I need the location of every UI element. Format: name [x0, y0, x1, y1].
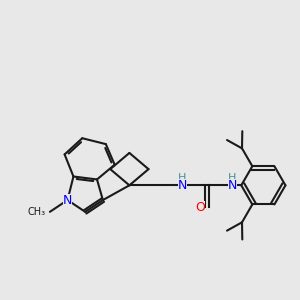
- Text: N: N: [63, 194, 72, 207]
- Text: N: N: [178, 179, 187, 192]
- Text: H: H: [178, 173, 187, 183]
- Text: CH₃: CH₃: [27, 207, 46, 217]
- Text: N: N: [228, 179, 237, 192]
- Text: H: H: [228, 173, 237, 183]
- Text: O: O: [195, 201, 205, 214]
